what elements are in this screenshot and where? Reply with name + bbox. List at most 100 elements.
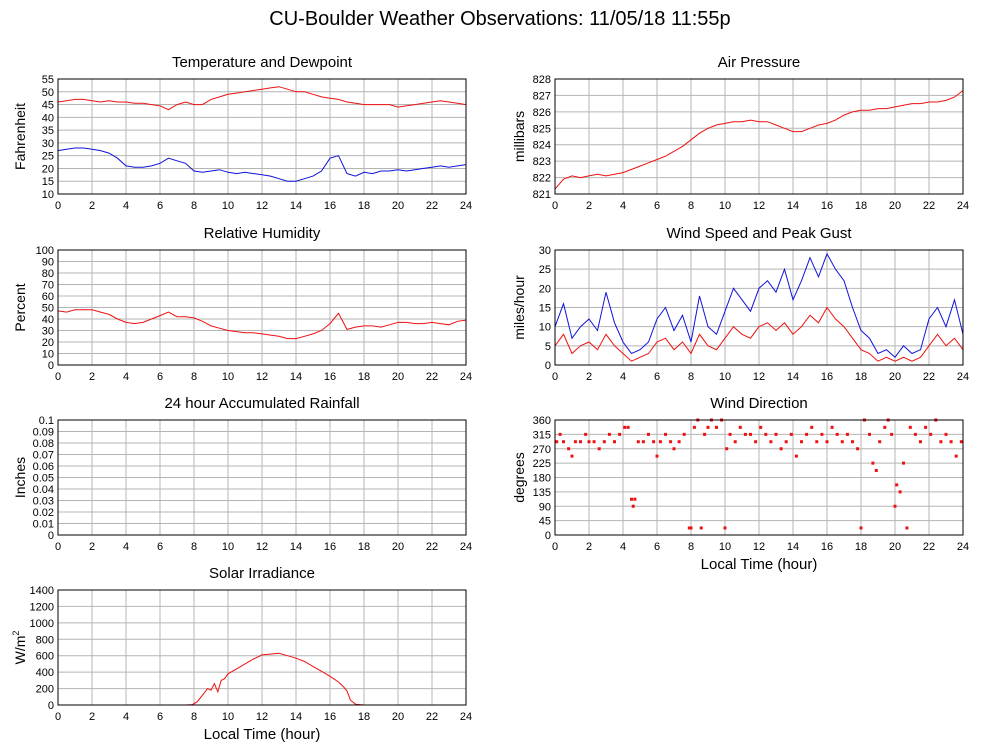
x-tick-label: 14	[290, 711, 302, 723]
y-tick-label: 0.04	[33, 484, 54, 496]
x-tick-label: 18	[855, 200, 867, 212]
x-tick-label: 2	[89, 711, 95, 723]
x-tick-label: 20	[392, 541, 404, 553]
data-point	[810, 425, 814, 429]
data-point	[954, 454, 958, 458]
data-point	[630, 497, 633, 501]
series-line-2	[57, 147, 467, 182]
y-tick-label: 0	[545, 360, 551, 372]
x-tick-label: 8	[191, 541, 197, 553]
y-tick-label: 15	[42, 176, 54, 188]
data-point	[682, 432, 686, 436]
y-tick-label: 826	[533, 107, 551, 119]
x-tick-label: 12	[753, 541, 765, 553]
chart-rain: 00.010.020.030.040.050.060.070.080.090.1…	[12, 395, 472, 553]
y-tick-label: 1200	[30, 601, 54, 613]
data-point	[840, 440, 844, 444]
x-tick-label: 10	[719, 371, 731, 383]
chart-title: 24 hour Accumulated Rainfall	[164, 395, 359, 412]
data-point	[759, 425, 763, 429]
x-tick-label: 4	[620, 371, 626, 383]
data-point	[820, 432, 824, 436]
y-tick-label: 400	[36, 667, 54, 679]
x-tick-label: 22	[923, 200, 935, 212]
data-point	[613, 440, 616, 444]
x-tick-label: 18	[358, 200, 370, 212]
data-point	[754, 440, 758, 444]
x-tick-label: 24	[460, 711, 472, 723]
plot-frame	[554, 419, 964, 536]
chart-title: Air Pressure	[718, 54, 801, 71]
y-tick-label: 90	[539, 501, 551, 513]
y-tick-label: 135	[533, 487, 551, 499]
x-tick-label: 4	[123, 371, 129, 383]
x-tick-label: 2	[586, 371, 592, 383]
y-tick-label: 600	[36, 651, 54, 663]
y-tick-label: 0.1	[39, 415, 54, 427]
y-axis-label-superscript: 2	[11, 631, 21, 636]
plot-frame	[57, 589, 467, 706]
y-tick-label: 824	[533, 140, 551, 152]
x-tick-label: 20	[392, 371, 404, 383]
x-tick-label: 12	[256, 711, 268, 723]
x-tick-label: 6	[157, 541, 163, 553]
x-tick-label: 22	[426, 371, 438, 383]
data-point	[573, 440, 577, 444]
x-tick-label: 22	[426, 541, 438, 553]
y-tick-label: 827	[533, 90, 551, 102]
y-tick-label: 0.05	[33, 473, 54, 485]
x-tick-label: 8	[191, 200, 197, 212]
y-axis-label: miles/hour	[511, 275, 527, 340]
y-tick-label: 225	[533, 458, 551, 470]
plot-frame	[57, 78, 467, 195]
series-line-1	[57, 309, 467, 340]
x-tick-label: 6	[654, 371, 660, 383]
data-point	[567, 447, 571, 451]
series-line-2	[554, 306, 964, 362]
data-point	[859, 526, 863, 530]
data-point	[898, 490, 902, 494]
data-point	[924, 425, 928, 429]
y-tick-label: 180	[533, 473, 551, 485]
x-tick-label: 8	[688, 371, 694, 383]
data-point	[607, 432, 611, 436]
x-tick-label: 10	[222, 541, 234, 553]
chart-title: Wind Direction	[710, 395, 808, 412]
x-tick-label: 18	[358, 371, 370, 383]
y-tick-label: 828	[533, 74, 551, 86]
data-point	[728, 432, 732, 436]
data-point	[749, 432, 752, 436]
data-point	[562, 440, 565, 444]
chart-title: Wind Speed and Peak Gust	[666, 225, 852, 242]
data-point	[883, 425, 887, 429]
x-tick-label: 2	[586, 541, 592, 553]
x-tick-label: 24	[460, 541, 472, 553]
x-tick-label: 10	[222, 711, 234, 723]
y-tick-label: 0	[48, 700, 54, 712]
y-tick-label: 100	[36, 245, 54, 257]
x-tick-label: 24	[460, 200, 472, 212]
data-point	[623, 425, 627, 429]
x-tick-label: 12	[256, 541, 268, 553]
data-point	[672, 447, 676, 451]
x-tick-label: 16	[324, 541, 336, 553]
y-tick-label: 200	[36, 684, 54, 696]
data-point	[641, 440, 645, 444]
page-title: CU-Boulder Weather Observations: 11/05/1…	[269, 8, 731, 30]
data-point	[779, 447, 783, 451]
y-tick-label: 60	[42, 291, 54, 303]
plot-frame	[554, 78, 964, 195]
y-tick-label: 0	[48, 530, 54, 542]
y-tick-label: 55	[42, 74, 54, 86]
data-point	[658, 440, 662, 444]
data-point	[584, 432, 588, 436]
data-point	[723, 526, 727, 530]
data-point	[687, 526, 691, 530]
y-tick-label: 70	[42, 280, 54, 292]
y-tick-label: 25	[42, 151, 54, 163]
data-point	[825, 440, 829, 444]
x-tick-label: 24	[957, 200, 969, 212]
y-tick-label: 45	[539, 516, 551, 528]
data-point	[944, 432, 948, 436]
